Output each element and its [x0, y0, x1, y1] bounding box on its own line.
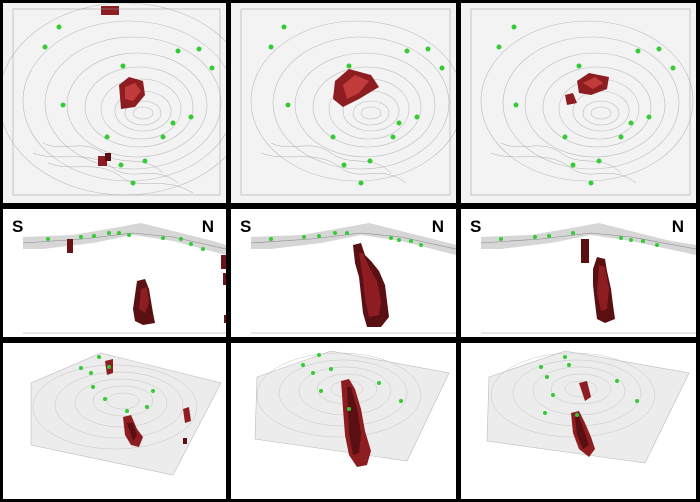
plan-view-panel-a — [3, 3, 226, 203]
perspective-view-panel-b — [231, 343, 456, 499]
plan-view-a-graphic — [3, 3, 226, 203]
stations-c — [496, 24, 676, 186]
perspective-anomaly-c — [571, 381, 595, 457]
section-view-panel-a: S N — [3, 209, 226, 337]
plan-view-panel-b — [231, 3, 456, 203]
plan-view-b-graphic — [231, 3, 456, 203]
perspective-view-b-graphic — [231, 343, 456, 499]
plan-view-panel-c — [461, 3, 696, 203]
perspective-view-panel-a — [3, 343, 226, 499]
perspective-stations-a — [79, 355, 155, 413]
anomaly-a — [98, 6, 145, 166]
section-label-north: N — [431, 217, 444, 236]
section-label-south: S — [12, 217, 24, 236]
section-view-panel-c: S N — [461, 209, 696, 337]
section-anomaly-a — [67, 239, 226, 325]
section-anomaly-c — [581, 239, 615, 323]
stations-a — [42, 24, 215, 186]
section-label-north: N — [201, 217, 214, 236]
section-anomaly-b — [353, 243, 389, 327]
section-label-south: S — [470, 217, 482, 236]
section-stations-c — [499, 231, 659, 247]
section-label-north: N — [671, 217, 684, 236]
section-stations-a — [46, 231, 205, 251]
perspective-view-c-graphic — [461, 343, 696, 499]
perspective-view-panel-c — [461, 343, 696, 499]
plan-view-c-graphic — [461, 3, 696, 203]
anomaly-c — [565, 73, 609, 105]
section-view-a-graphic — [3, 209, 226, 337]
perspective-stations-c — [539, 355, 639, 417]
section-view-b-graphic — [231, 209, 456, 337]
stations-b — [268, 24, 445, 186]
section-view-panel-b: S N — [231, 209, 456, 337]
section-stations-b — [269, 231, 423, 247]
section-label-south: S — [240, 217, 252, 236]
anomaly-b — [333, 69, 379, 107]
perspective-view-a-graphic — [3, 343, 226, 499]
perspective-anomaly-b — [341, 379, 371, 467]
perspective-stations-b — [301, 353, 403, 411]
section-view-c-graphic — [461, 209, 696, 337]
